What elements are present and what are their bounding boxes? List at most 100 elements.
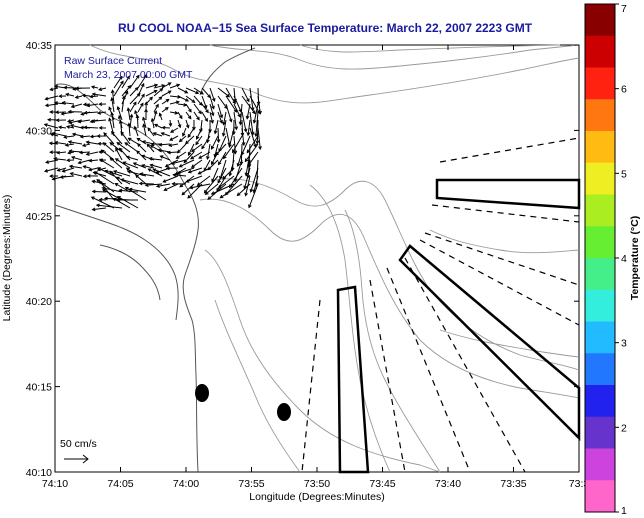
current-vector (201, 95, 207, 109)
current-vector-head (91, 207, 96, 212)
current-vector (225, 127, 231, 146)
current-vector (244, 143, 259, 162)
colorbar-band (585, 321, 615, 354)
current-vector-head (170, 161, 175, 165)
current-vector (153, 111, 157, 121)
current-vector-head (191, 99, 196, 103)
current-vector (94, 171, 115, 185)
current-vector (156, 183, 171, 187)
current-vector (125, 186, 147, 201)
current-vector (147, 127, 155, 137)
current-vector (247, 119, 251, 136)
current-vector-head (77, 119, 82, 124)
current-vector (169, 111, 178, 114)
current-vector (62, 167, 75, 172)
current-vector (137, 83, 145, 97)
current-vector (99, 180, 115, 201)
current-vector (167, 151, 179, 154)
current-vector-head (96, 167, 101, 171)
current-vector-head (69, 123, 74, 128)
current-vector-head (228, 172, 233, 177)
current-vector-head (135, 114, 140, 119)
current-vector-head (244, 192, 248, 197)
current-vector (223, 111, 227, 125)
current-vector (177, 119, 181, 128)
current-vector-head (149, 96, 153, 101)
current-vector-head (100, 149, 105, 154)
current-vector-head (141, 93, 145, 98)
x-axis-label: Longitude (Degrees:Minutes) (249, 491, 384, 503)
current-vector (121, 96, 125, 113)
current-vector (124, 142, 139, 153)
current-vector (217, 103, 223, 118)
current-vector-head (54, 110, 59, 115)
colorbar-ticks: 7 6 5 4 3 2 1 (615, 3, 627, 517)
current-vector-head (198, 101, 203, 106)
current-vector (186, 175, 203, 183)
current-vector (90, 95, 99, 98)
current-vector (68, 141, 83, 145)
current-vector-head (112, 170, 117, 174)
current-vector (54, 158, 67, 161)
current-vector (160, 155, 171, 161)
current-vector-head (232, 149, 236, 154)
current-vector (214, 119, 219, 134)
current-vector (177, 103, 187, 106)
current-vector-head (210, 145, 215, 150)
current-vector-head (83, 125, 88, 130)
current-vector-head (91, 189, 96, 194)
current-vector (137, 94, 145, 105)
current-vector (177, 95, 189, 102)
current-vector-head (152, 168, 157, 172)
current-vector-head (49, 174, 54, 178)
current-vector-head (44, 103, 49, 108)
current-vector (209, 103, 214, 116)
current-vector-head (169, 137, 174, 141)
current-vector (120, 131, 131, 145)
current-vector-head (67, 150, 72, 155)
current-vector-head (244, 172, 249, 177)
colorbar-band (585, 35, 615, 68)
current-vector (253, 175, 259, 193)
current-vector (134, 126, 139, 137)
current-vector-head (125, 167, 130, 172)
current-vector (153, 132, 163, 137)
current-vector-head (86, 103, 91, 108)
current-vector (137, 103, 144, 113)
current-vector (126, 156, 139, 161)
annotation-line-1: Raw Surface Current (64, 55, 162, 67)
current-vector (111, 131, 123, 145)
current-vector-head (233, 150, 238, 155)
y-tick-label: 40:15 (26, 382, 52, 394)
current-vector-head (254, 133, 258, 138)
current-vector-head (219, 119, 223, 124)
current-vector (115, 158, 131, 169)
current-vector-head (116, 196, 121, 200)
current-vector-head (68, 120, 73, 125)
current-vector-head (215, 151, 219, 156)
current-vector-head (236, 192, 241, 197)
current-vector-head (94, 171, 98, 175)
current-vector (50, 87, 59, 91)
current-vector-head (129, 113, 134, 118)
current-vector-head (114, 158, 119, 162)
current-vector-head (216, 139, 221, 144)
colorbar-label: Temperature (°C) (629, 216, 641, 301)
current-vector-head (213, 130, 218, 135)
current-vector (150, 164, 163, 169)
current-vector-head (66, 158, 71, 163)
current-vector-head (121, 95, 126, 100)
current-vector-head (218, 161, 222, 166)
current-vector-head (53, 157, 58, 161)
current-vector-head (174, 111, 179, 115)
current-vector (44, 167, 59, 172)
current-vector-head (43, 123, 48, 127)
current-vector (65, 143, 75, 146)
current-vector-head (185, 124, 190, 129)
current-vector-head (63, 135, 68, 139)
current-vector-head (90, 196, 95, 200)
current-vector-head (252, 119, 257, 124)
current-vector (164, 183, 179, 191)
current-vector (217, 127, 220, 143)
current-vector-head (136, 74, 140, 79)
